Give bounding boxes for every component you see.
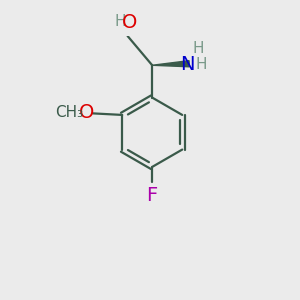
Text: H: H [192,41,204,56]
Polygon shape [152,61,189,67]
Text: CH₃: CH₃ [56,105,84,120]
Text: F: F [147,186,158,205]
Text: N: N [180,55,195,74]
Text: H: H [114,14,126,29]
Text: O: O [122,13,137,32]
Text: H: H [195,57,207,72]
Text: O: O [79,103,94,122]
